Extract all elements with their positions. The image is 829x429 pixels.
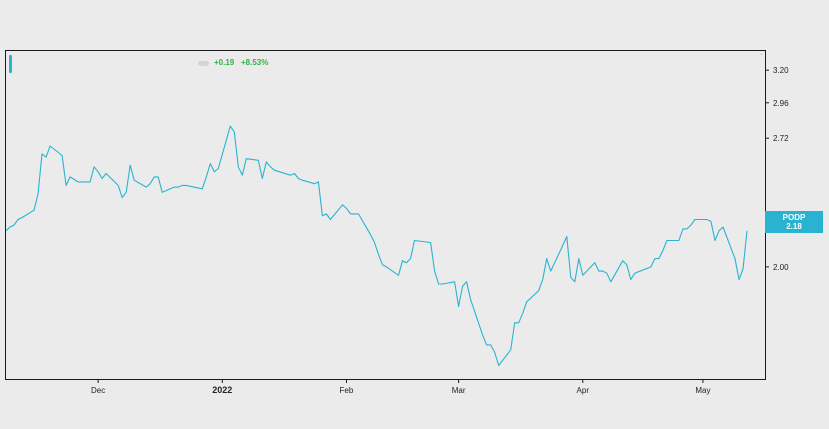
x-tick-labels: Dec 2022 Feb Mar Apr May	[91, 385, 710, 395]
y-tick-labels: 3.20 2.96 2.72 2.00	[773, 66, 789, 272]
x-tick-label: May	[695, 386, 710, 395]
change-value: +0.19	[214, 58, 235, 67]
plot-frame	[5, 50, 766, 380]
y-tick-label: 2.72	[773, 134, 789, 143]
y-tick-label: 3.20	[773, 66, 789, 75]
x-tick-label: Mar	[452, 386, 466, 395]
last-price-tag: PODP 2.18	[765, 211, 823, 233]
x-tick-label: Dec	[91, 386, 105, 395]
x-tick-label: Feb	[340, 386, 354, 395]
ticker-placeholder-pill	[198, 61, 209, 66]
corner-dot: ·	[760, 51, 763, 58]
last-price-value: 2.18	[786, 222, 802, 231]
last-price-ticker: PODP	[782, 213, 806, 222]
series-color-marker	[9, 55, 12, 73]
x-tick-label: 2022	[212, 385, 232, 395]
y-tick-label: 2.00	[773, 263, 789, 272]
series-line	[5, 125, 748, 367]
x-tick-label: Apr	[577, 386, 590, 395]
change-percent: +8.53%	[241, 58, 269, 67]
y-tick-label: 2.96	[773, 99, 789, 108]
